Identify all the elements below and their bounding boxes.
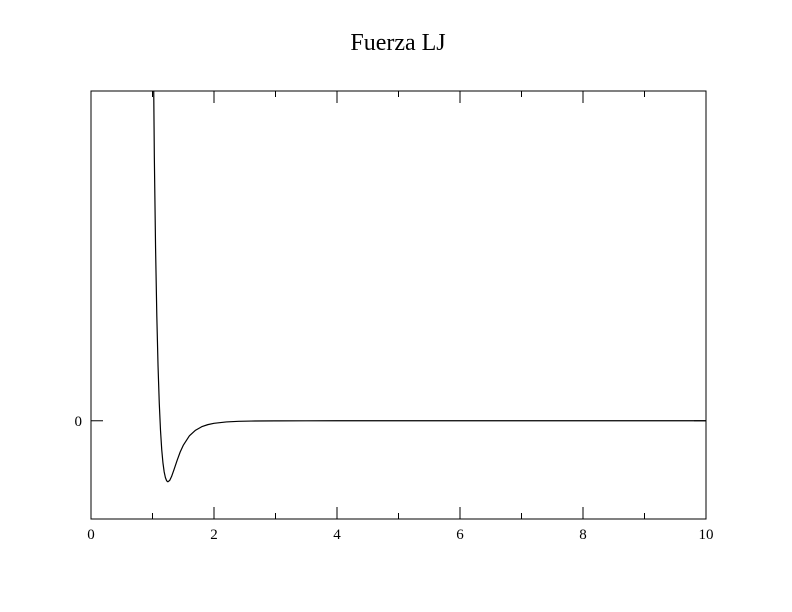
x-tick-label: 10 [699, 527, 714, 543]
x-tick-label: 2 [210, 527, 218, 543]
x-tick-label: 8 [579, 527, 587, 543]
x-tick-label: 4 [333, 527, 341, 543]
x-tick-label: 6 [456, 527, 464, 543]
axis-tick-labels: 0 2 4 6 8 10 0 [75, 414, 714, 543]
axis-ticks [90, 91, 707, 519]
series-line [153, 91, 706, 483]
series-layer [153, 91, 706, 483]
x-tick-label: 0 [87, 527, 95, 543]
chart-title: Fuerza LJ [350, 30, 446, 56]
y-tick-label: 0 [75, 414, 83, 430]
plot-area-frame [90, 90, 707, 520]
